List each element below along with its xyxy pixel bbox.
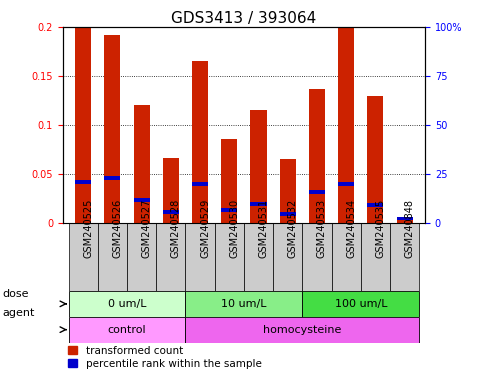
Text: GSM240527: GSM240527 [142,199,152,258]
Bar [98,223,127,291]
Text: 0 um/L: 0 um/L [108,299,146,309]
Bar [134,106,150,223]
Bar [192,182,208,186]
Bar [69,317,185,343]
Bar [309,89,325,223]
Text: GSM240534: GSM240534 [346,199,356,258]
Bar [361,223,390,291]
Bar [221,208,237,212]
Bar [280,159,296,223]
Legend: transformed count, percentile rank within the sample: transformed count, percentile rank withi… [68,346,262,369]
Bar [185,291,302,317]
Text: agent: agent [2,308,35,318]
Bar [69,291,185,317]
Text: GSM240533: GSM240533 [317,199,327,258]
Text: control: control [108,324,146,334]
Bar [215,223,244,291]
Bar [368,96,384,223]
Bar [273,223,302,291]
Text: homocysteine: homocysteine [263,324,341,334]
Text: GSM240535: GSM240535 [375,199,385,258]
Bar [338,28,354,223]
Text: 10 um/L: 10 um/L [221,299,267,309]
Bar [368,203,384,207]
Text: GSM240528: GSM240528 [171,199,181,258]
Bar [280,212,296,215]
Text: GSM240529: GSM240529 [200,199,210,258]
Text: dose: dose [2,289,29,299]
Bar [397,217,412,220]
Bar [244,223,273,291]
Bar [163,210,179,214]
Bar [185,223,215,291]
Bar [192,61,208,223]
Bar [104,35,120,223]
Bar [127,223,156,291]
Text: GSM240526: GSM240526 [113,199,123,258]
Bar [397,217,412,223]
Bar [156,223,185,291]
Bar [75,180,91,184]
Bar [331,223,361,291]
Bar [134,198,150,202]
Text: 100 um/L: 100 um/L [335,299,387,309]
Bar [302,291,419,317]
Text: GSM240531: GSM240531 [258,199,269,258]
Bar [338,182,354,186]
Bar [185,317,419,343]
Bar [69,223,98,291]
Bar [251,202,267,206]
Bar [163,157,179,223]
Text: GSM240848: GSM240848 [405,199,414,258]
Text: GSM240525: GSM240525 [83,199,93,258]
Bar [75,27,91,223]
Bar [302,223,331,291]
Bar [251,111,267,223]
Bar [390,223,419,291]
Bar [221,139,237,223]
Title: GDS3413 / 393064: GDS3413 / 393064 [171,11,316,26]
Text: GSM240532: GSM240532 [288,199,298,258]
Text: GSM240530: GSM240530 [229,199,239,258]
Bar [309,190,325,194]
Bar [104,176,120,180]
